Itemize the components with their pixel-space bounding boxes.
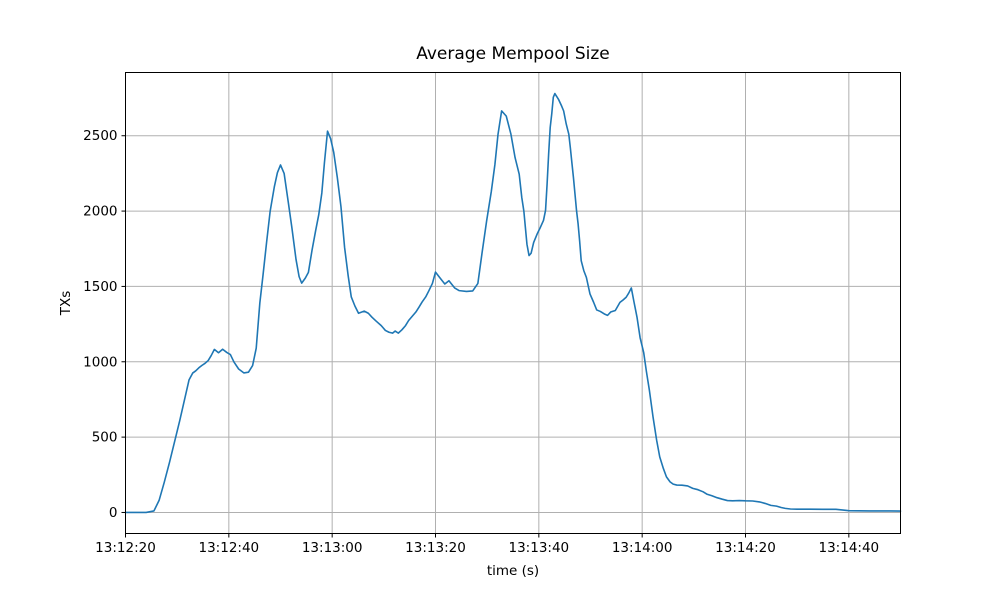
y-tick-label: 1000 (83, 354, 117, 370)
x-tick-label: 13:14:40 (819, 540, 880, 556)
x-tick-label: 13:13:00 (302, 540, 363, 556)
x-tick-label: 13:13:40 (509, 540, 570, 556)
x-tick-label: 13:12:40 (199, 540, 260, 556)
y-tick-label: 0 (109, 505, 118, 521)
chart-title: Average Mempool Size (416, 44, 610, 64)
x-tick-label: 13:14:00 (612, 540, 673, 556)
y-tick-label: 500 (92, 430, 118, 446)
x-axis-label: time (s) (486, 563, 540, 579)
y-tick-label: 2000 (83, 204, 117, 220)
y-axis-label: TXs (58, 290, 74, 316)
plot-border (125, 72, 901, 534)
y-tick-label: 1500 (83, 279, 117, 295)
x-tick-label: 13:13:20 (405, 540, 466, 556)
x-tick-label: 13:14:20 (715, 540, 776, 556)
y-tick-label: 2500 (83, 128, 117, 144)
data-line (124, 92, 902, 514)
x-tick-label: 13:12:20 (95, 540, 156, 556)
